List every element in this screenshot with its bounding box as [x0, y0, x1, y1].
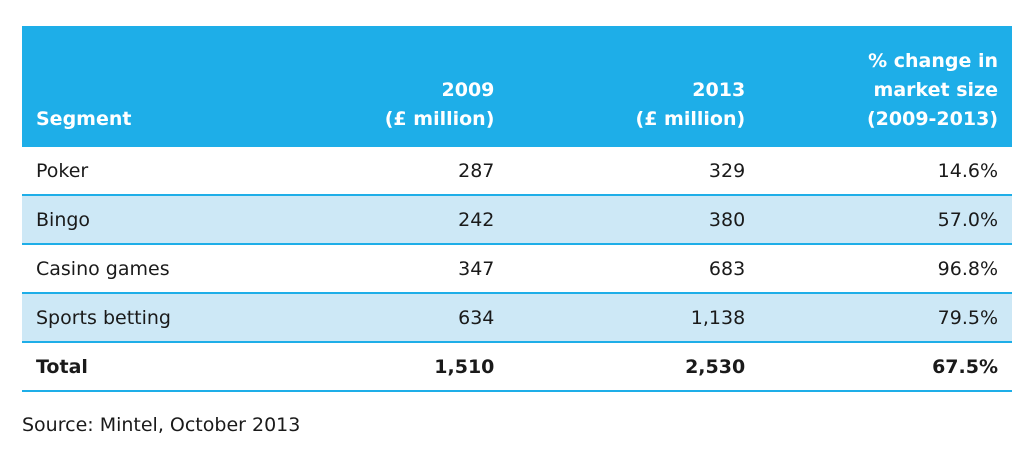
- row-pct-change: 57.0%: [759, 195, 1012, 245]
- row-value-2013: 683: [508, 244, 760, 294]
- header-pct-change: % change in market size (2009-2013): [759, 26, 1012, 147]
- header-pct-line2: market size: [873, 79, 998, 101]
- header-segment: Segment: [22, 26, 263, 147]
- header-segment-label: Segment: [36, 108, 132, 130]
- row-segment: Bingo: [22, 195, 263, 245]
- header-2009: 2009 (£ million): [262, 26, 509, 147]
- table-row: Bingo 242 380 57.0%: [22, 195, 1012, 245]
- row-value-2013: 380: [508, 195, 760, 245]
- header-2009-line1: 2009: [441, 79, 495, 101]
- total-value-2009: 1,510: [262, 342, 509, 392]
- market-size-table: Segment 2009 (£ million) 2013 (£ million…: [22, 26, 1012, 392]
- row-value-2009: 634: [262, 293, 509, 343]
- row-pct-change: 96.8%: [759, 244, 1012, 294]
- header-2009-line2: (£ million): [384, 108, 495, 130]
- header-2013-line2: (£ million): [635, 108, 746, 130]
- header-2013-line1: 2013: [692, 79, 746, 101]
- table-row: Sports betting 634 1,138 79.5%: [22, 293, 1012, 343]
- row-segment: Sports betting: [22, 293, 263, 343]
- row-segment: Casino games: [22, 244, 263, 294]
- header-pct-line3: (2009-2013): [866, 108, 998, 130]
- row-segment: Poker: [22, 147, 263, 196]
- row-value-2009: 347: [262, 244, 509, 294]
- header-2013: 2013 (£ million): [508, 26, 760, 147]
- row-pct-change: 79.5%: [759, 293, 1012, 343]
- table-header-row: Segment 2009 (£ million) 2013 (£ million…: [22, 26, 1012, 147]
- header-pct-line1: % change in: [868, 50, 998, 72]
- table-row: Poker 287 329 14.6%: [22, 147, 1012, 196]
- row-value-2013: 329: [508, 147, 760, 196]
- total-label: Total: [22, 342, 263, 392]
- table-row: Casino games 347 683 96.8%: [22, 244, 1012, 294]
- total-pct-change: 67.5%: [759, 342, 1012, 392]
- row-pct-change: 14.6%: [759, 147, 1012, 196]
- row-value-2009: 242: [262, 195, 509, 245]
- row-value-2013: 1,138: [508, 293, 760, 343]
- total-value-2013: 2,530: [508, 342, 760, 392]
- table-total-row: Total 1,510 2,530 67.5%: [22, 342, 1012, 392]
- row-value-2009: 287: [262, 147, 509, 196]
- source-note: Source: Mintel, October 2013: [22, 414, 301, 436]
